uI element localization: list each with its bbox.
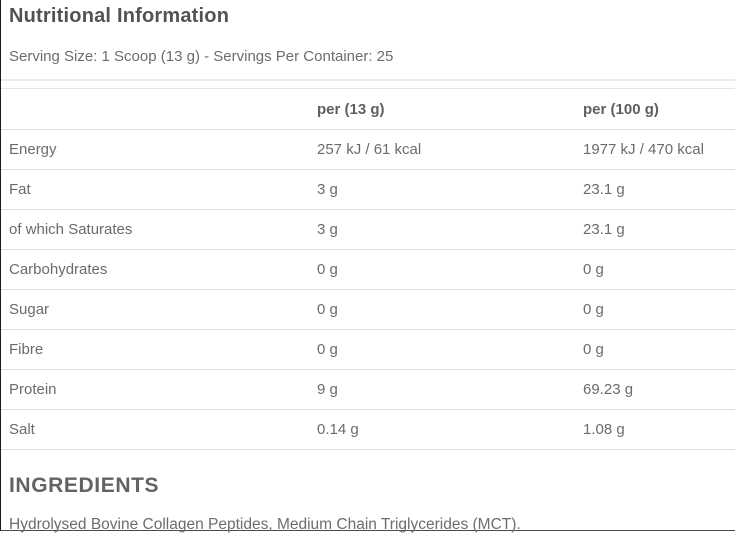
nutrient-per-100g-value: 0 g: [583, 341, 604, 358]
table-row: Sugar 0 g 0 g: [1, 290, 735, 330]
table-row: Salt 0.14 g 1.08 g: [1, 410, 735, 450]
table-row: Fibre 0 g 0 g: [1, 330, 735, 370]
table-row: of which Saturates 3 g 23.1 g: [1, 210, 735, 250]
nutrient-per-100g-value: 23.1 g: [583, 181, 625, 198]
nutrition-table: per (13 g) per (100 g) Energy 257 kJ / 6…: [1, 88, 735, 450]
nutrient-label: Protein: [9, 381, 57, 398]
table-row: Fat 3 g 23.1 g: [1, 170, 735, 210]
nutrient-label: Fat: [9, 181, 31, 198]
nutrient-label: Fibre: [9, 341, 44, 358]
nutrient-label: Salt: [9, 421, 35, 438]
table-row: Energy 257 kJ / 61 kcal 1977 kJ / 470 kc…: [1, 130, 735, 170]
page-title: Nutritional Information: [9, 5, 230, 27]
nutrient-per-serving-value: 0 g: [317, 301, 338, 318]
nutrient-label: of which Saturates: [9, 221, 133, 238]
table-body: Energy 257 kJ / 61 kcal 1977 kJ / 470 kc…: [1, 130, 735, 450]
nutrient-label: Energy: [9, 141, 57, 158]
header-per-serving: per (13 g): [317, 100, 385, 118]
serving-size-text: Serving Size: 1 Scoop (13 g) - Servings …: [1, 28, 735, 81]
nutrient-per-serving-value: 9 g: [317, 381, 338, 398]
nutrient-per-serving-value: 0.14 g: [317, 421, 359, 438]
ingredients-heading: INGREDIENTS: [9, 474, 160, 497]
nutrient-per-100g-value: 0 g: [583, 301, 604, 318]
table-row: Carbohydrates 0 g 0 g: [1, 250, 735, 290]
ingredients-text: Hydrolysed Bovine Collagen Peptides, Med…: [9, 516, 521, 533]
table-row: Protein 9 g 69.23 g: [1, 370, 735, 410]
nutrient-per-100g-value: 0 g: [583, 261, 604, 278]
nutrient-per-serving-value: 3 g: [317, 221, 338, 238]
nutrient-per-100g-value: 23.1 g: [583, 221, 625, 238]
table-header-row: per (13 g) per (100 g): [1, 89, 735, 130]
nutrient-per-serving-value: 0 g: [317, 261, 338, 278]
nutrient-label: Carbohydrates: [9, 261, 108, 278]
nutrient-per-serving-value: 257 kJ / 61 kcal: [317, 141, 422, 158]
nutrient-per-100g-value: 1977 kJ / 470 kcal: [583, 141, 704, 158]
header-per-100g: per (100 g): [583, 100, 659, 118]
nutrient-per-serving-value: 0 g: [317, 341, 338, 358]
nutrient-per-100g-value: 69.23 g: [583, 381, 634, 398]
nutrient-label: Sugar: [9, 301, 50, 318]
nutrient-per-serving-value: 3 g: [317, 181, 338, 198]
nutrient-per-100g-value: 1.08 g: [583, 421, 625, 438]
